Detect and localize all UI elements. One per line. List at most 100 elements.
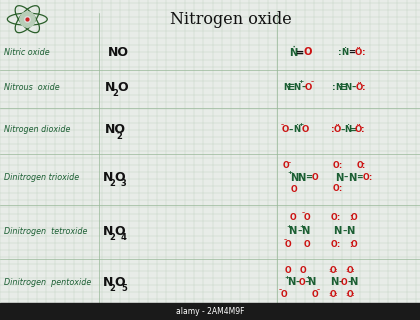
Text: O: O — [285, 240, 291, 249]
Text: –: – — [289, 125, 293, 134]
Text: :: : — [345, 268, 348, 273]
Text: =: = — [306, 173, 312, 182]
Text: N: N — [290, 172, 298, 183]
Text: –: – — [304, 278, 309, 287]
Text: N: N — [294, 83, 300, 92]
Text: =: = — [356, 173, 363, 182]
Text: O: O — [298, 278, 305, 287]
Text: –: – — [344, 173, 348, 182]
Text: Dinitrogen  tetroxide: Dinitrogen tetroxide — [4, 227, 88, 236]
Text: Ö: Ö — [354, 125, 362, 134]
Bar — [0, 303, 420, 320]
Text: =: = — [349, 125, 356, 134]
Text: :: : — [368, 173, 371, 182]
Text: –: – — [297, 227, 302, 236]
Text: 2: 2 — [110, 180, 116, 188]
Text: O: O — [356, 161, 363, 170]
Text: –: – — [281, 122, 284, 127]
Text: –: – — [295, 278, 299, 287]
Text: +: + — [285, 275, 290, 280]
Text: N: N — [335, 83, 342, 92]
Text: :: : — [332, 83, 336, 92]
Text: O: O — [331, 213, 337, 222]
Text: O: O — [346, 266, 353, 275]
Text: O: O — [311, 290, 318, 299]
Text: Dinitrogen  pentoxide: Dinitrogen pentoxide — [4, 278, 92, 287]
Text: Dinitrogen trioxide: Dinitrogen trioxide — [4, 173, 79, 182]
Text: N: N — [307, 277, 315, 287]
Text: Ṅ: Ṅ — [344, 125, 351, 134]
Text: –: – — [301, 211, 304, 216]
Text: O: O — [282, 161, 289, 170]
Text: Nitrogen oxide: Nitrogen oxide — [170, 11, 292, 28]
Text: O: O — [333, 184, 339, 193]
Text: N: N — [297, 172, 306, 183]
Text: O: O — [301, 125, 309, 134]
Text: 2: 2 — [110, 233, 116, 242]
Text: :: : — [352, 268, 354, 273]
Text: 2: 2 — [113, 89, 118, 98]
Text: :: : — [352, 292, 354, 297]
Text: +: + — [298, 79, 303, 84]
Text: –: – — [278, 287, 282, 292]
Text: N: N — [348, 172, 356, 183]
Text: O: O — [305, 83, 312, 92]
Text: NO: NO — [105, 124, 126, 136]
Text: –: – — [287, 160, 291, 165]
Text: Ṅ: Ṅ — [289, 47, 297, 58]
Text: O: O — [303, 240, 310, 249]
Text: O: O — [346, 290, 353, 299]
Text: Ṅ: Ṅ — [294, 125, 300, 134]
Text: N: N — [289, 226, 297, 236]
Text: :: : — [361, 125, 364, 134]
Text: –: – — [316, 287, 320, 292]
Text: 4: 4 — [121, 233, 127, 242]
Text: :: : — [362, 83, 365, 92]
Text: –: – — [342, 227, 346, 236]
Text: N: N — [103, 225, 113, 237]
Text: +: + — [288, 170, 293, 175]
Text: N: N — [103, 276, 113, 289]
Text: O: O — [289, 213, 296, 222]
Text: O: O — [291, 185, 297, 194]
Text: alamy - 2AM4M9F: alamy - 2AM4M9F — [176, 307, 244, 316]
Text: O: O — [114, 171, 125, 184]
Text: O: O — [114, 225, 125, 237]
Text: NO: NO — [108, 46, 129, 59]
Text: :: : — [349, 240, 352, 249]
Text: O: O — [304, 47, 312, 58]
Text: Ö: Ö — [333, 125, 341, 134]
Text: :: : — [345, 292, 348, 297]
Text: +: + — [298, 122, 303, 127]
Text: :: : — [331, 125, 335, 134]
Text: :: : — [336, 240, 339, 249]
Text: O: O — [351, 240, 357, 249]
Text: N: N — [345, 83, 352, 92]
Text: 3: 3 — [121, 180, 127, 188]
Text: +: + — [300, 224, 305, 229]
Text: O: O — [333, 161, 339, 170]
Text: :: : — [336, 213, 339, 222]
Text: N: N — [346, 226, 355, 236]
Text: O: O — [300, 266, 307, 275]
Text: N: N — [283, 83, 290, 92]
Text: Nitrous  oxide: Nitrous oxide — [4, 83, 60, 92]
Text: O: O — [311, 173, 318, 182]
Text: N: N — [105, 81, 116, 93]
Text: O: O — [331, 240, 337, 249]
Text: :: : — [335, 292, 337, 297]
Text: ≡: ≡ — [287, 82, 295, 92]
Text: O: O — [341, 278, 348, 287]
Text: Ö: Ö — [354, 48, 362, 57]
Text: :: : — [328, 268, 331, 273]
Text: –: – — [301, 83, 305, 92]
Text: O: O — [303, 213, 310, 222]
Text: O: O — [118, 81, 128, 93]
Text: :: : — [335, 268, 337, 273]
Text: –: – — [338, 278, 342, 287]
Text: O: O — [114, 276, 125, 289]
Text: 2: 2 — [117, 132, 123, 141]
Text: N: N — [349, 277, 358, 287]
Text: Nitrogen dioxide: Nitrogen dioxide — [4, 125, 71, 134]
Text: +: + — [286, 224, 291, 229]
